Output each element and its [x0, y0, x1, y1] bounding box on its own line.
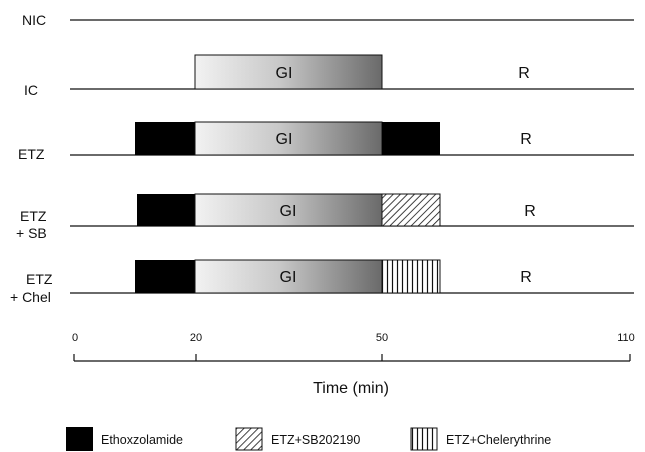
tick-label-50: 50: [376, 332, 388, 344]
tick-label-20: 20: [190, 332, 202, 344]
recovery-label-etz-sb: R: [524, 203, 536, 220]
legend-label-ethoxzolamide: Ethoxzolamide: [101, 433, 183, 447]
legend-swatch-etz-chelerythrine: [410, 427, 438, 451]
tick-label-110: 110: [617, 332, 635, 344]
row-ic: IC GI R: [24, 54, 634, 98]
legend-swatch-etz-sb202190: [235, 427, 263, 451]
legend-item-etz-sb202190: ETZ+SB202190: [235, 427, 360, 451]
row-label-etz-chel-line1: ETZ: [26, 271, 53, 287]
legend-item-ethoxzolamide: Ethoxzolamide: [66, 427, 183, 451]
gi-label-etz-chel: GI: [280, 269, 297, 286]
time-axis: 0 20 50 110 Time (min): [72, 332, 635, 397]
row-label-ic: IC: [24, 82, 38, 98]
gi-label-ic: GI: [276, 65, 293, 82]
gi-label-etz: GI: [276, 131, 293, 148]
legend-label-etz-sb202190: ETZ+SB202190: [271, 433, 360, 447]
row-etz-chel: ETZ + Chel GI R: [10, 259, 634, 305]
legend-label-etz-chelerythrine: ETZ+Chelerythrine: [446, 433, 551, 447]
gi-block-etz-sb: [194, 193, 383, 227]
recovery-label-ic: R: [518, 65, 530, 82]
axis-title: Time (min): [313, 380, 389, 397]
recovery-label-etz: R: [520, 131, 532, 148]
row-label-etz: ETZ: [18, 146, 45, 162]
etz-pre-block-etz-chel: [135, 260, 195, 293]
gi-label-etz-sb: GI: [280, 203, 297, 220]
row-label-etz-chel-line2: + Chel: [10, 289, 51, 305]
row-etz: ETZ GI R: [18, 121, 634, 162]
legend-item-etz-chelerythrine: ETZ+Chelerythrine: [410, 427, 551, 451]
row-label-etz-sb-line2: + SB: [16, 225, 47, 241]
sb-block-etz-sb: [381, 193, 441, 227]
gi-block-ic: [194, 54, 383, 90]
chel-block-etz-chel: [381, 259, 441, 294]
row-label-etz-sb-line1: ETZ: [20, 208, 47, 224]
etz-pre-block-etz: [135, 122, 195, 155]
etz-pre-block-etz-sb: [137, 194, 195, 226]
legend: Ethoxzolamide ETZ+SB202190 ETZ+Cheleryth…: [66, 427, 551, 451]
legend-swatch-ethoxzolamide: [66, 427, 93, 451]
row-label-nic: NIC: [22, 12, 46, 28]
etz-post-block-etz: [382, 122, 440, 155]
gi-block-etz: [194, 121, 383, 156]
tick-label-0: 0: [72, 332, 78, 344]
row-etz-sb: ETZ + SB GI R: [16, 193, 634, 241]
recovery-label-etz-chel: R: [520, 269, 532, 286]
row-nic: NIC: [22, 12, 634, 28]
